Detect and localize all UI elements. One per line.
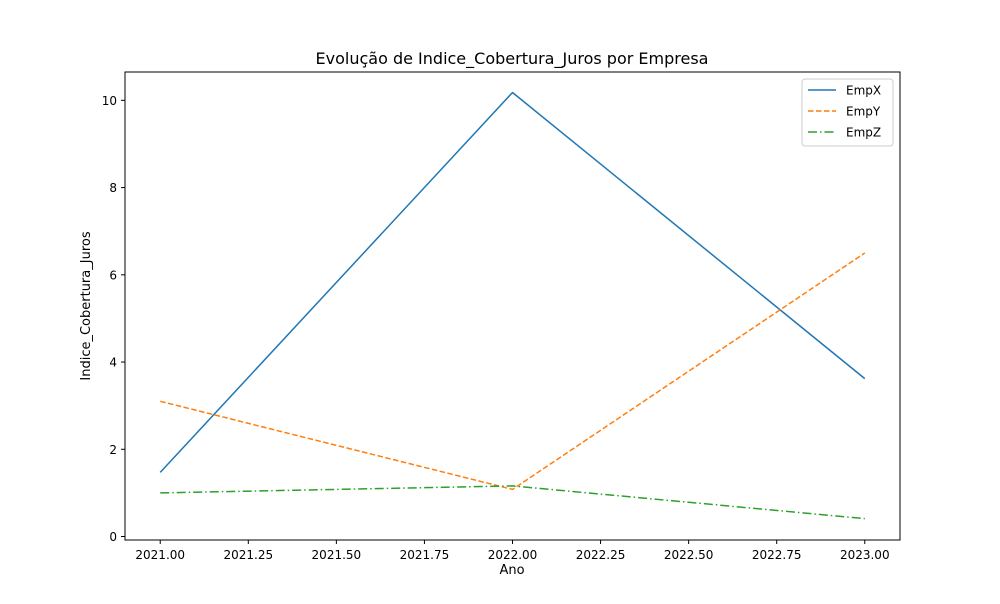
series-line-empy [160, 252, 866, 491]
legend-frame [801, 78, 894, 147]
x-tick-label: 2021.00 [135, 548, 185, 562]
legend-label-empx: EmpX [846, 84, 881, 98]
series-line-empx [159, 91, 866, 473]
y-tick-label: 4 [109, 356, 117, 370]
x-tick-label: 2021.25 [223, 548, 273, 562]
y-tick-label: 10 [102, 94, 117, 108]
y-tick-label: 6 [109, 268, 117, 282]
y-tick-label: 2 [109, 443, 117, 457]
series-layer [159, 91, 866, 520]
series-line-empz [160, 485, 865, 520]
x-tick-label: 2023.00 [840, 548, 890, 562]
x-tick-label: 2021.75 [400, 548, 450, 562]
x-axis-label: Ano [499, 563, 524, 578]
x-axis: 2021.00 2021.25 2021.50 2021.75 2022.00 2022.… [135, 540, 890, 562]
y-tick-label: 8 [109, 181, 117, 195]
legend: EmpX EmpY EmpZ [801, 78, 894, 147]
y-axis: 0 2 4 6 8 10 [102, 94, 125, 544]
x-tick-label: 2022.75 [752, 548, 802, 562]
plot-area [124, 71, 901, 541]
x-tick-label: 2022.25 [576, 548, 626, 562]
x-tick-label: 2022.50 [664, 548, 714, 562]
x-tick-label: 2021.50 [312, 548, 362, 562]
legend-label-empy: EmpY [846, 105, 881, 119]
chart-title: Evolução de Indice_Cobertura_Juros por E… [316, 49, 709, 69]
legend-label-empz: EmpZ [846, 126, 881, 140]
plot-frame [124, 71, 901, 541]
x-tick-label: 2022.00 [488, 548, 538, 562]
y-axis-label: Indice_Cobertura_Juros [79, 231, 94, 380]
y-tick-label: 0 [109, 530, 117, 544]
